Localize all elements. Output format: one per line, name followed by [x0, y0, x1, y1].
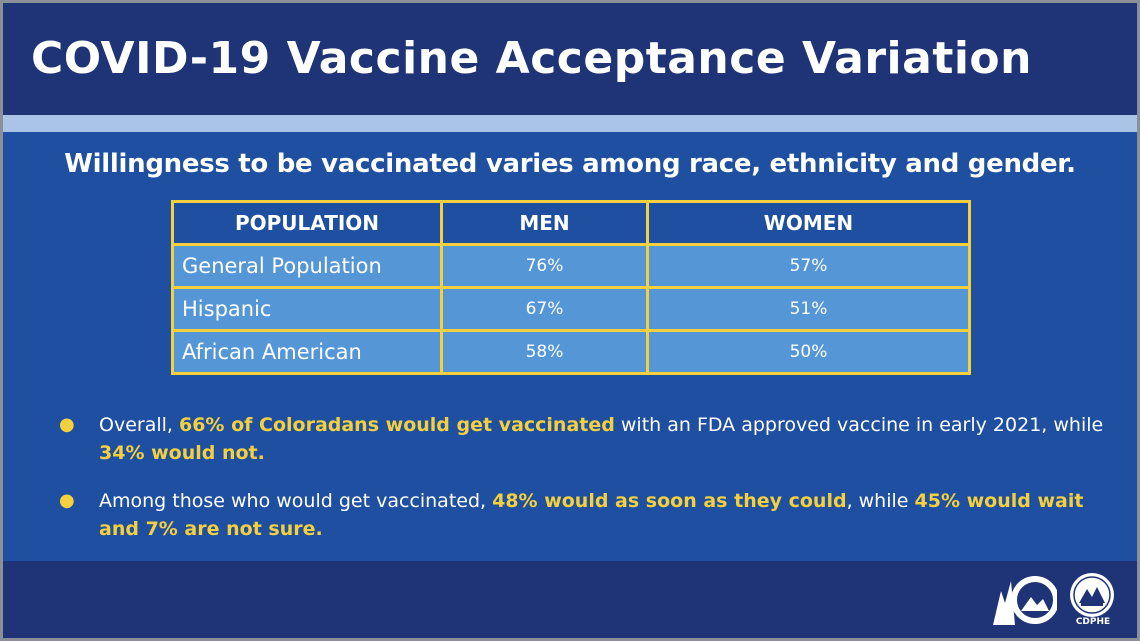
men-cell: 67%: [440, 286, 649, 332]
bullet-text: , while: [846, 490, 915, 512]
bullet-highlight: 45% would wait and 7% are not sure.: [99, 490, 1084, 540]
cdphe-caption: CDPHE: [1075, 617, 1111, 627]
men-cell: 58%: [440, 329, 649, 375]
population-cell: General Population: [171, 243, 443, 289]
colorado-logo-icon: [993, 576, 1057, 625]
table-header-row: POPULATION MEN WOMEN: [171, 200, 972, 246]
women-cell: 51%: [645, 286, 972, 332]
men-cell: 76%: [440, 243, 649, 289]
title-bar: COVID-19 Vaccine Acceptance Variation: [3, 3, 1137, 115]
subtitle: Willingness to be vaccinated varies amon…: [64, 149, 1076, 179]
table-row: African American 58% 50%: [171, 329, 972, 375]
bullet-text: Among those who would get vaccinated,: [99, 490, 493, 512]
vaccination-table: POPULATION MEN WOMEN General Population …: [171, 200, 972, 375]
cdphe-seal-icon: [1070, 573, 1114, 617]
bullet-item: ● Overall, 66% of Coloradans would get v…: [59, 411, 1127, 467]
bullet-text: Overall,: [99, 414, 179, 436]
bullet-dot-icon: ●: [59, 490, 75, 511]
bullet-list: ● Overall, 66% of Coloradans would get v…: [59, 411, 1127, 563]
header-men: MEN: [440, 200, 649, 246]
bullet-highlight: 66% of Coloradans would get vaccinated: [178, 414, 615, 436]
header-population: POPULATION: [171, 200, 443, 246]
bullet-item: ● Among those who would get vaccinated, …: [59, 487, 1127, 543]
population-cell: Hispanic: [171, 286, 443, 332]
header-women: WOMEN: [645, 200, 972, 246]
bullet-highlight: 48% would as soon as they could: [492, 490, 847, 512]
bullet-text: with an FDA approved vaccine in early 20…: [614, 414, 1104, 436]
women-cell: 57%: [645, 243, 972, 289]
page-title: COVID-19 Vaccine Acceptance Variation: [31, 33, 1032, 84]
table-row: Hispanic 67% 51%: [171, 286, 972, 332]
women-cell: 50%: [645, 329, 972, 375]
population-cell: African American: [171, 329, 443, 375]
divider-stripe: [3, 115, 1137, 132]
table-row: General Population 76% 57%: [171, 243, 972, 289]
slide: COVID-19 Vaccine Acceptance Variation Wi…: [3, 3, 1137, 638]
bullet-highlight: 34% would not.: [99, 442, 265, 464]
footer-bar: [3, 561, 1137, 638]
bullet-dot-icon: ●: [59, 414, 75, 435]
